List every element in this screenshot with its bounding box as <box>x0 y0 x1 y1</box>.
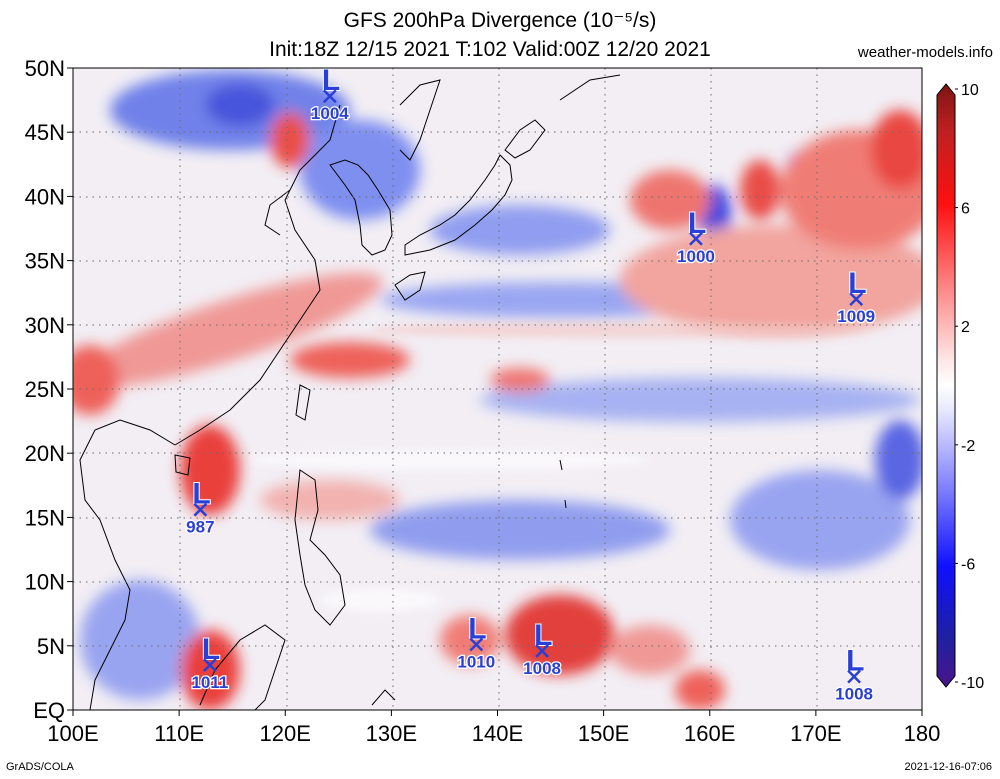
lon-tick-label: 150E <box>578 721 629 746</box>
low-letter: L <box>468 613 486 646</box>
low-marker: L 1010 <box>456 612 496 673</box>
lat-tick-label: 50N <box>25 56 65 81</box>
divergence-field <box>73 68 922 710</box>
colorbar-tick-label: 10 <box>961 82 979 99</box>
chart-title: GFS 200hPa Divergence (10⁻⁵/s) <box>343 9 657 32</box>
low-letter: L <box>534 619 552 652</box>
chart-subtitle: Init:18Z 12/15 2021 T:102 Valid:00Z 12/2… <box>269 38 711 61</box>
low-pressure-label: 1009 <box>837 307 875 326</box>
latitude-axis: 50N 45N 40N 35N 30N 25N 20N 15N 10N 5N EQ <box>25 56 73 723</box>
low-letter: L <box>846 645 864 678</box>
coastlines <box>79 74 621 710</box>
low-letter: L <box>202 633 220 666</box>
lon-tick-label: 110E <box>154 721 204 746</box>
low-marker: L 1008 <box>522 618 562 679</box>
low-pressure-label: 1000 <box>677 247 715 266</box>
low-pressure-label: 1008 <box>835 685 873 704</box>
lat-tick-label: 25N <box>25 377 65 402</box>
low-pressure-label: 1011 <box>191 673 228 692</box>
timestamp-label: 2021-12-16-07:06 <box>904 761 992 773</box>
credit-label: GrADS/COLA <box>6 761 74 773</box>
lat-tick-label: 35N <box>25 249 65 274</box>
low-marker: L 1004 <box>310 63 351 124</box>
low-pressure-label: 1008 <box>523 659 561 678</box>
lon-tick-label: 120E <box>260 721 311 746</box>
colorbar-tick-label: -2 <box>961 438 975 455</box>
lon-tick-label: 140E <box>472 721 523 746</box>
lon-tick-label: 180 <box>904 721 941 746</box>
low-center-mark <box>322 89 337 104</box>
low-marker: L 1009 <box>836 266 876 327</box>
low-center-mark <box>847 669 861 684</box>
low-center-mark <box>535 644 549 658</box>
low-pressure-label: 1010 <box>457 653 495 672</box>
lon-tick-label: 130E <box>366 721 417 746</box>
colorbar-tick-label: 2 <box>961 319 970 336</box>
low-letter: L <box>688 207 706 240</box>
low-center-mark <box>469 637 484 652</box>
lat-tick-label: 45N <box>25 120 65 145</box>
longitude-axis: 100E 110E 120E 130E 140E 150E 160E 170E 180 <box>47 710 940 746</box>
lon-tick-label: 100E <box>47 721 98 746</box>
lon-tick-label: 160E <box>684 721 735 746</box>
low-letter: L <box>192 478 210 511</box>
low-letter: L <box>848 267 866 300</box>
low-center-mark <box>203 658 217 672</box>
low-marker: L 1008 <box>834 644 874 705</box>
lat-tick-label: 30N <box>25 313 65 338</box>
low-marker: L 987 <box>185 477 216 538</box>
low-pressure-label: 1004 <box>311 104 349 123</box>
low-center-mark <box>849 292 864 307</box>
colorbar-labels: 10 6 2 -2 -6 -10 <box>955 82 984 692</box>
low-marker: L 1011 <box>190 632 229 693</box>
lat-tick-label: 20N <box>25 441 65 466</box>
lat-tick-label: 40N <box>25 184 65 209</box>
colorbar-tick-label: -10 <box>961 675 984 692</box>
lon-tick-label: 170E <box>790 721 841 746</box>
low-marker: L 1000 <box>676 206 716 267</box>
low-letter: L <box>322 64 340 97</box>
lat-tick-label: EQ <box>33 698 65 723</box>
low-pressure-markers: L 1004 L 1000 L 1009 L 987 L 1011 L 1010 L 1008 L 1008 <box>185 63 876 705</box>
colorbar-tick-label: -6 <box>961 556 975 573</box>
site-label: weather-models.info <box>857 44 993 61</box>
lat-tick-label: 10N <box>25 570 65 595</box>
low-pressure-label: 987 <box>186 518 214 537</box>
lat-tick-label: 15N <box>25 505 65 530</box>
low-center-mark <box>193 502 208 517</box>
lat-tick-label: 5N <box>37 634 65 659</box>
colorbar: 10 6 2 -2 -6 -10 <box>936 82 984 692</box>
low-center-mark <box>689 231 703 246</box>
colorbar-tick-label: 6 <box>961 201 970 218</box>
